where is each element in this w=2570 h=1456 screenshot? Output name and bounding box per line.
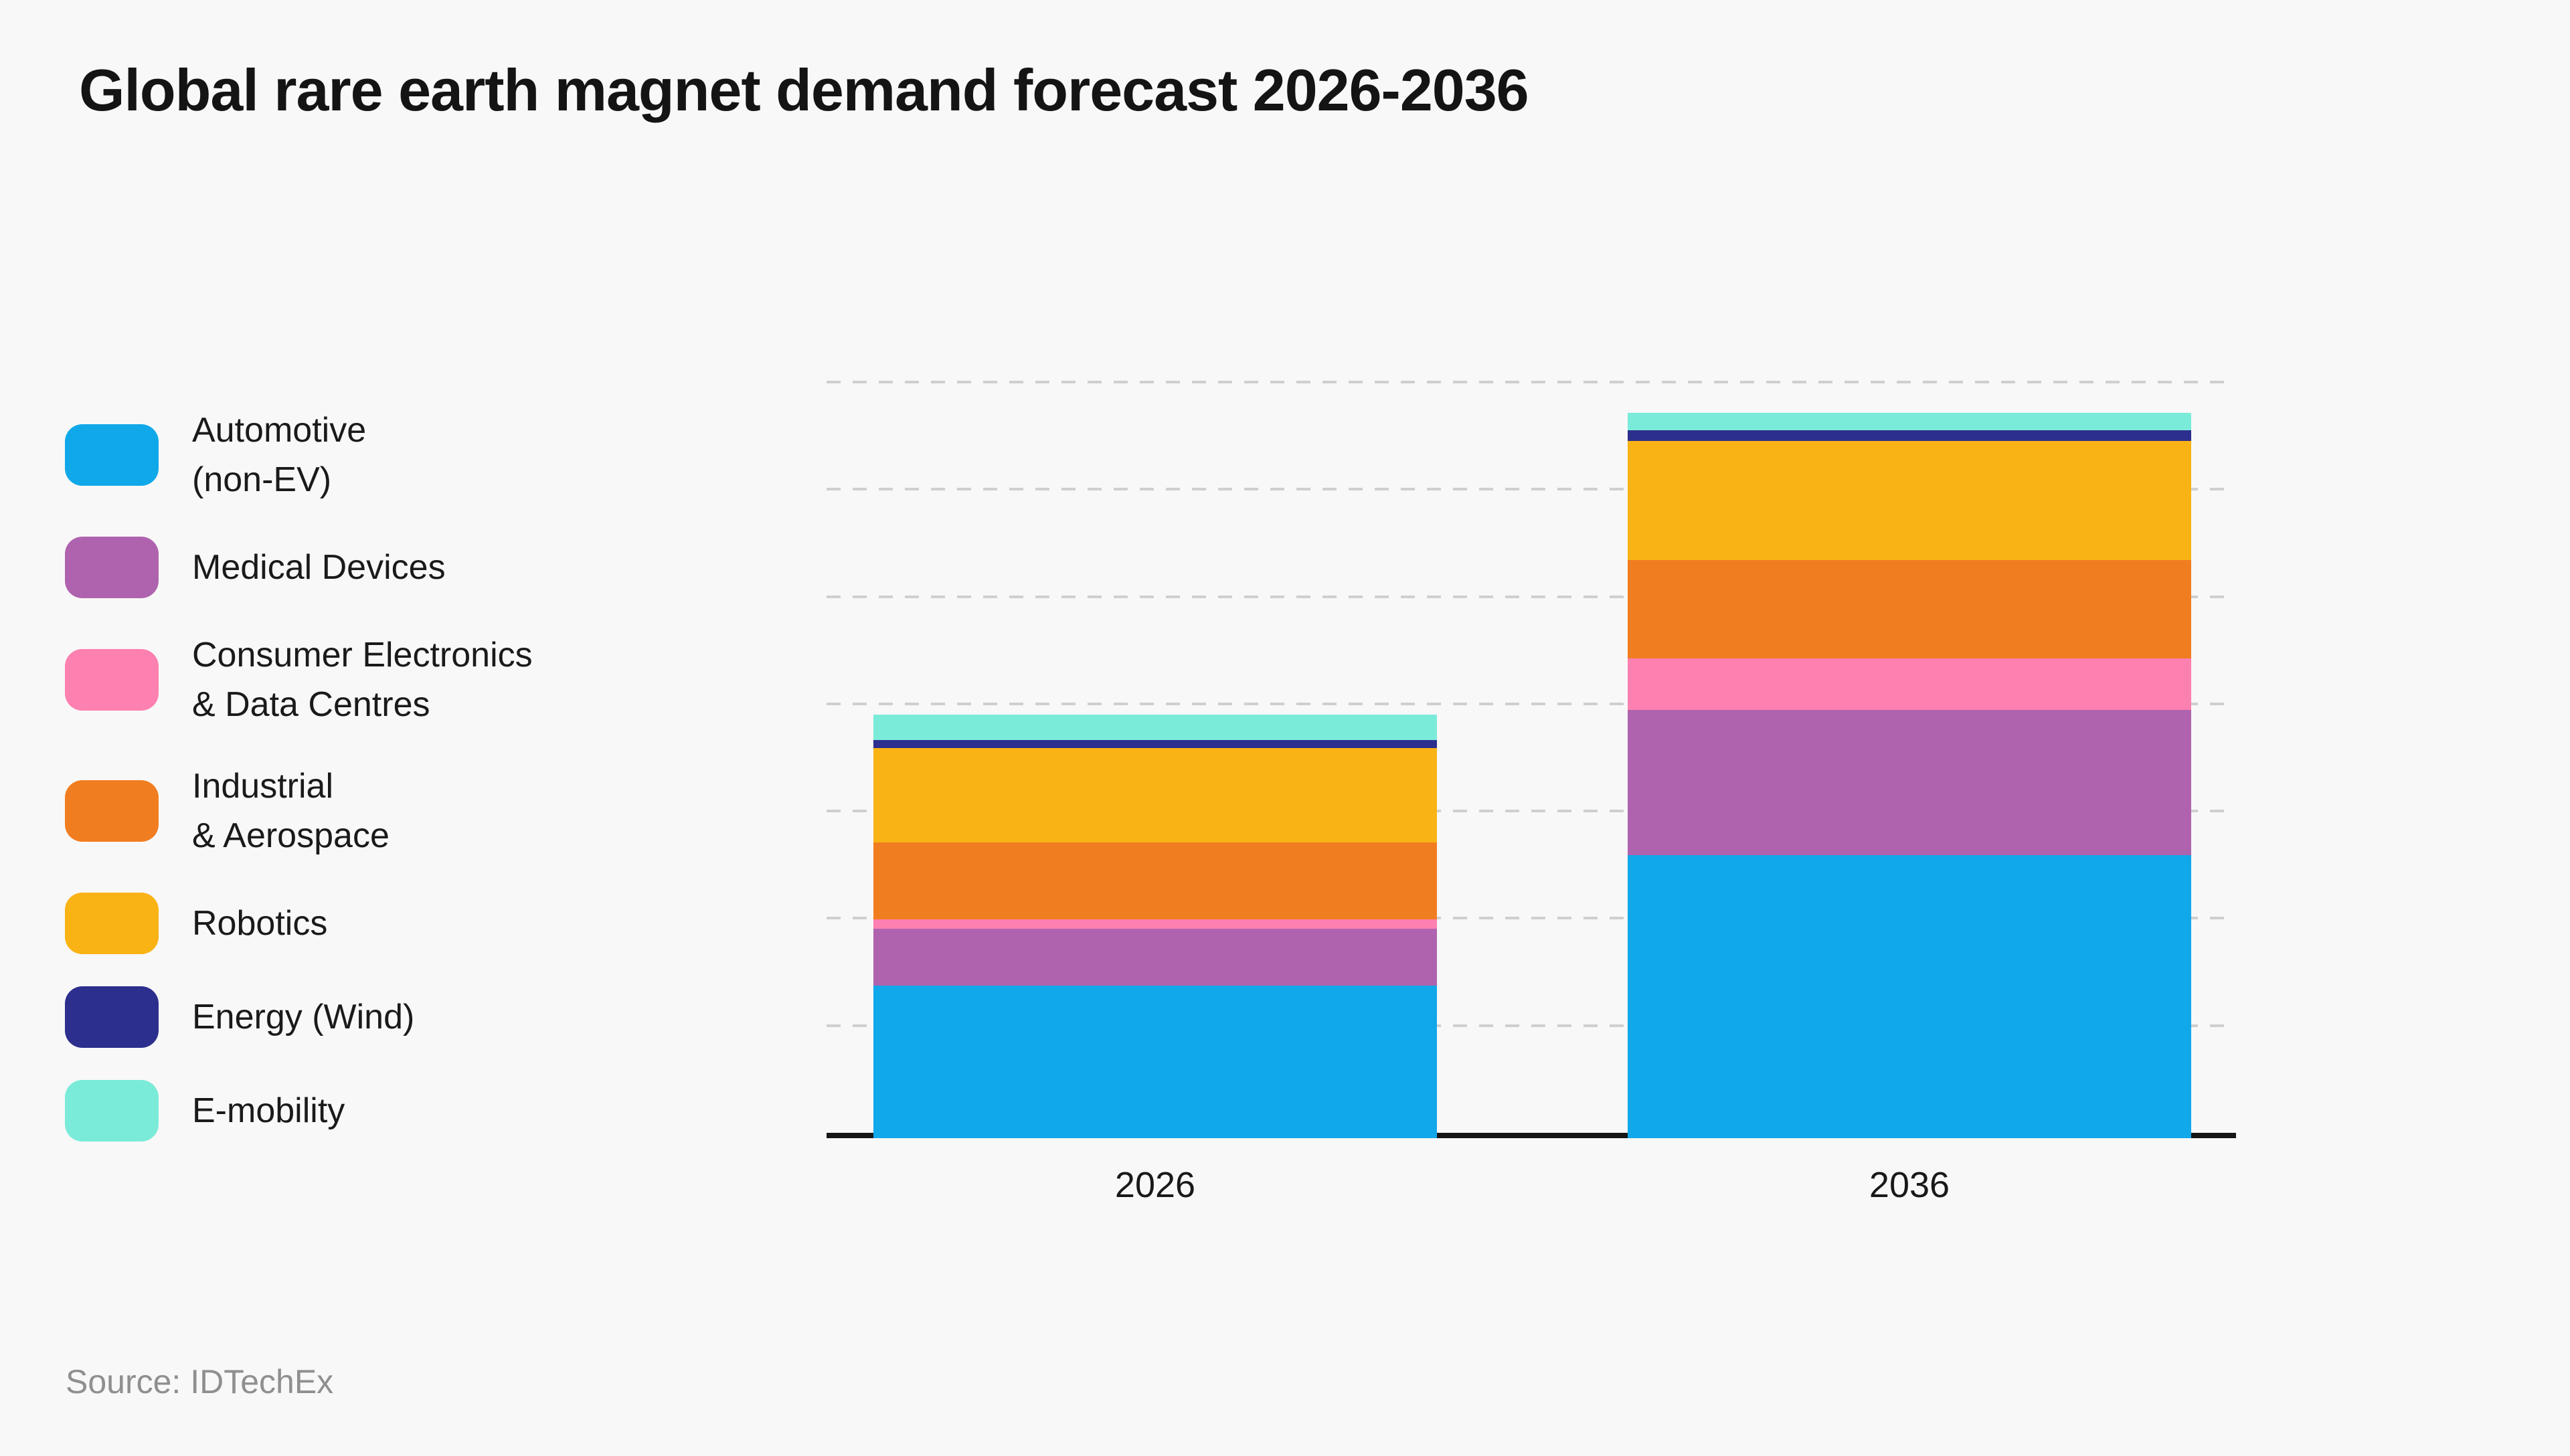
legend: Automotive (non-EV) Medical Devices Consume… (65, 405, 533, 1142)
legend-item-e-mobility: E-mobility (65, 1080, 533, 1142)
bar-segment-e-mobility (1628, 413, 2191, 431)
legend-label-line: & Data Centres (192, 685, 430, 724)
legend-swatch-medical-devices (65, 537, 159, 598)
legend-item-medical-devices: Medical Devices (65, 537, 533, 598)
gridline (827, 595, 2236, 598)
bar-segment-industrial-aerospace (1628, 560, 2191, 659)
bar-segment-robotics (873, 747, 1437, 842)
x-tick-label-2026: 2026 (1114, 1165, 1196, 1205)
legend-label-line: Industrial (192, 767, 333, 806)
legend-label-line: Automotive (192, 411, 367, 450)
bar-segment-medical-devices (1628, 710, 2191, 855)
stacked-bar-2036 (1628, 413, 2191, 1138)
bar-segment-consumer-electronics-data-centres (1628, 658, 2191, 711)
bar-segment-medical-devices (873, 929, 1437, 986)
legend-swatch-consumer-electronics-data-centres (65, 649, 159, 711)
legend-label-line: Medical Devices (192, 548, 446, 587)
bar-segment-automotive-non-ev (873, 986, 1437, 1138)
gridline (827, 917, 2236, 920)
gridline (827, 488, 2236, 491)
legend-label-line: Energy (Wind) (192, 998, 415, 1036)
legend-label-industrial-aerospace: Industrial & Aerospace (192, 761, 390, 860)
legend-swatch-robotics (65, 893, 159, 954)
x-axis-line (827, 1133, 2236, 1138)
legend-swatch-energy-wind (65, 986, 159, 1048)
bar-segment-automotive-non-ev (1628, 854, 2191, 1138)
legend-label-line: Robotics (192, 904, 328, 943)
gridline (827, 702, 2236, 705)
bar-segment-e-mobility (873, 714, 1437, 741)
bar-segment-energy-wind (873, 740, 1437, 748)
x-tick-label-2036: 2036 (1869, 1165, 1950, 1205)
legend-label-line: (non-EV) (192, 460, 332, 499)
gridline (827, 380, 2236, 383)
legend-item-energy-wind: Energy (Wind) (65, 986, 533, 1048)
legend-label-energy-wind: Energy (Wind) (192, 992, 414, 1042)
legend-label-line: Consumer Electronics (192, 636, 533, 674)
legend-swatch-e-mobility (65, 1080, 159, 1142)
legend-item-industrial-aerospace: Industrial & Aerospace (65, 761, 533, 860)
gridline (827, 1024, 2236, 1027)
legend-swatch-automotive-non-ev (65, 424, 159, 486)
legend-label-e-mobility: E-mobility (192, 1086, 345, 1135)
legend-swatch-industrial-aerospace (65, 780, 159, 842)
legend-label-line: E-mobility (192, 1091, 345, 1130)
legend-label-automotive-non-ev: Automotive (non-EV) (192, 405, 366, 505)
legend-label-line: & Aerospace (192, 816, 390, 855)
legend-label-consumer-electronics-data-centres: Consumer Electronics & Data Centres (192, 630, 533, 729)
legend-label-robotics: Robotics (192, 899, 327, 948)
bar-segment-consumer-electronics-data-centres (873, 919, 1437, 929)
legend-label-medical-devices: Medical Devices (192, 543, 446, 592)
legend-item-robotics: Robotics (65, 893, 533, 954)
gridline (827, 810, 2236, 813)
source-note: Source: IDTechEx (66, 1363, 334, 1400)
legend-item-consumer-electronics-data-centres: Consumer Electronics & Data Centres (65, 630, 533, 729)
stacked-bar-2026 (873, 714, 1437, 1138)
page-title: Global rare earth magnet demand forecast… (79, 57, 1529, 123)
bar-segment-robotics (1628, 441, 2191, 561)
bar-segment-industrial-aerospace (873, 842, 1437, 919)
bar-segment-energy-wind (1628, 430, 2191, 442)
legend-item-automotive-non-ev: Automotive (non-EV) (65, 405, 533, 505)
